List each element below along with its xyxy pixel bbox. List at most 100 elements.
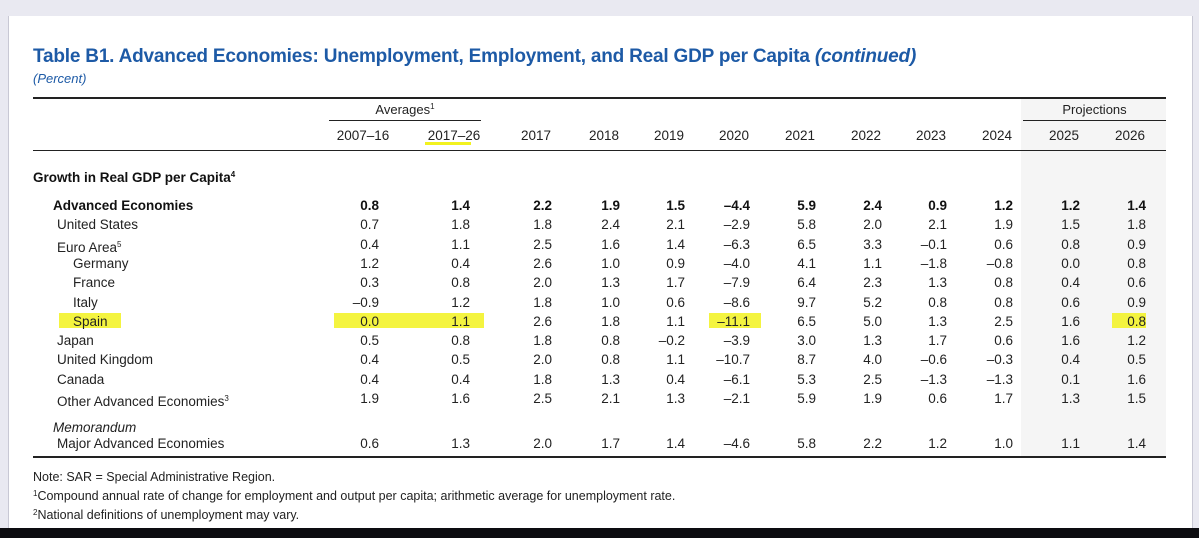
averages-rule [329, 120, 481, 121]
table-cell: 2.0 [533, 352, 552, 367]
table-cell: 0.8 [1127, 314, 1146, 329]
table-cell: 2.2 [863, 436, 882, 451]
table-cell: 2.6 [533, 314, 552, 329]
highlight-spain-label [59, 313, 121, 328]
bottom-rule [33, 456, 1166, 458]
table-cell: 0.8 [601, 333, 620, 348]
section-heading: Growth in Real GDP per Capita4 [33, 170, 235, 185]
table-cell: 1.8 [533, 295, 552, 310]
table-cell: 0.4 [1061, 352, 1080, 367]
table-cell: –0.8 [986, 256, 1013, 271]
row-label-text: France [73, 275, 116, 290]
table-cell: 0.4 [360, 237, 379, 252]
table-cell: 2.6 [533, 256, 552, 271]
table-cell: 0.8 [1061, 237, 1080, 252]
table-cell: 5.8 [797, 217, 816, 232]
footnote: 1Compound annual rate of change for empl… [33, 489, 675, 503]
table-cell: 1.9 [601, 198, 620, 213]
footnote-text: Note: SAR = Special Administrative Regio… [33, 470, 276, 484]
table-cell: –2.9 [723, 217, 750, 232]
table-cell: 1.3 [1061, 391, 1080, 406]
table-cell: 1.3 [928, 314, 947, 329]
table-subtitle: (Percent) [33, 71, 87, 86]
row-label: United Kingdom [57, 351, 153, 369]
table-cell: 0.4 [360, 372, 379, 387]
table-cell: 1.0 [601, 256, 620, 271]
table-cell: 1.0 [601, 295, 620, 310]
table-cell: 0.4 [451, 372, 470, 387]
table-cell: 1.2 [1061, 198, 1080, 213]
table-cell: 0.6 [1127, 275, 1146, 290]
row-label: Spain [73, 313, 108, 331]
table-cell: 1.6 [1061, 314, 1080, 329]
bottom-edge [0, 528, 1199, 538]
table-cell: 1.3 [863, 333, 882, 348]
row-label-text: Italy [73, 295, 98, 310]
row-label: Canada [57, 371, 104, 389]
table-cell: 1.1 [863, 256, 882, 271]
table-cell: 8.7 [797, 352, 816, 367]
table-cell: 2.0 [863, 217, 882, 232]
row-footnote-mark: 5 [117, 240, 122, 249]
table-cell: 0.0 [1061, 256, 1080, 271]
table-cell: 0.4 [1061, 275, 1080, 290]
table-cell: 0.6 [994, 237, 1013, 252]
table-cell: 4.0 [863, 352, 882, 367]
row-label-text: Other Advanced Economies [57, 394, 225, 409]
column-header: 2007–16 [336, 128, 390, 143]
row-label-text: Germany [73, 256, 129, 271]
footnote-mark: 3 [33, 527, 37, 528]
table-cell: 0.8 [994, 275, 1013, 290]
row-label-text: Euro Area [57, 240, 118, 255]
table-cell: 1.2 [994, 198, 1013, 213]
table-cell: –6.1 [723, 372, 750, 387]
table-cell: 0.4 [666, 372, 685, 387]
table-cell: –2.1 [723, 391, 750, 406]
table-cell: 1.7 [666, 275, 685, 290]
table-cell: 1.8 [533, 372, 552, 387]
table-cell: 1.4 [666, 436, 685, 451]
highlight-spain-averages [334, 313, 484, 328]
table-cell: –1.3 [986, 372, 1013, 387]
table-cell: 0.6 [666, 295, 685, 310]
column-header: 2018 [588, 128, 620, 143]
footnote: Note: SAR = Special Administrative Regio… [33, 470, 275, 484]
projections-shading [1021, 97, 1166, 456]
table-cell: 0.8 [1127, 256, 1146, 271]
table-cell: 1.1 [666, 314, 685, 329]
table-cell: 1.7 [928, 333, 947, 348]
table-cell: 2.4 [601, 217, 620, 232]
table-cell: –1.3 [920, 372, 947, 387]
table-cell: 1.7 [601, 436, 620, 451]
section-heading-text: Growth in Real GDP per Capita [33, 170, 231, 185]
projections-rule [1023, 120, 1166, 121]
table-cell: 0.9 [666, 256, 685, 271]
row-label: Germany [73, 255, 129, 273]
table-cell: 2.4 [863, 198, 882, 213]
table-cell: 1.2 [360, 256, 379, 271]
table-cell: 0.9 [1127, 237, 1146, 252]
table-cell: –0.6 [920, 352, 947, 367]
header-highlight [425, 142, 471, 145]
table-cell: 2.2 [533, 198, 552, 213]
highlight-spain-2020 [709, 313, 761, 328]
table-cell: 5.3 [797, 372, 816, 387]
table-cell: 1.6 [1061, 333, 1080, 348]
table-cell: 1.9 [360, 391, 379, 406]
table-cell: 5.9 [797, 198, 816, 213]
highlight-spain-2026 [1112, 313, 1146, 328]
table-cell: 0.5 [360, 333, 379, 348]
row-footnote-mark: 3 [224, 394, 229, 403]
table-cell: 0.8 [928, 295, 947, 310]
table-cell: –1.8 [920, 256, 947, 271]
table-cell: 0.5 [1127, 352, 1146, 367]
table-cell: 2.0 [533, 275, 552, 290]
table-cell: –3.9 [723, 333, 750, 348]
table-cell: 5.9 [797, 391, 816, 406]
column-header: 2026 [1114, 128, 1146, 143]
table-cell: 2.5 [994, 314, 1013, 329]
table-cell: 0.9 [1127, 295, 1146, 310]
table-cell: 0.0 [360, 314, 379, 329]
table-cell: 5.0 [863, 314, 882, 329]
table-cell: 3.3 [863, 237, 882, 252]
